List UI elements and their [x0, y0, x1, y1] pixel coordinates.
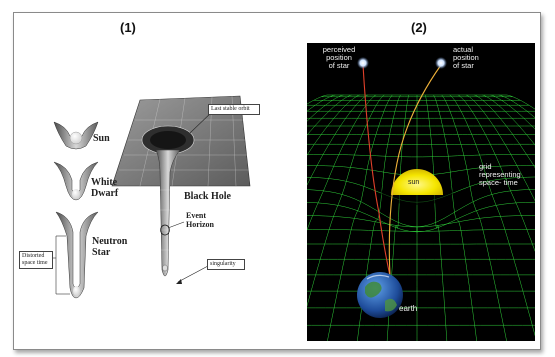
perceived-label-line3: of star: [328, 61, 350, 70]
neutron-star-label-line1: Neutron: [92, 236, 128, 247]
distorted-label-line2: space time: [22, 260, 48, 266]
perceived-label-line2: position: [326, 53, 352, 62]
event-horizon-label-line1: Event: [186, 211, 206, 220]
earth-label: earth: [399, 304, 418, 313]
panel-1-label: (1): [120, 20, 136, 35]
sun-well: [53, 121, 99, 150]
spacetime-grid-illustration: [307, 57, 535, 341]
panel-2-label: (2): [411, 20, 427, 35]
singularity-box: singularity: [207, 259, 245, 270]
perceived-light-path: [362, 64, 391, 277]
actual-label-line3: of star: [453, 61, 474, 70]
white-dwarf-label-line2: Dwarf: [91, 188, 119, 199]
distorted-label-line1: Distorted: [22, 253, 45, 259]
singularity-label: singularity: [210, 261, 236, 267]
last-stable-orbit-label: Last stable orbit: [211, 106, 250, 112]
white-dwarf-well: [53, 161, 99, 201]
distorted-space-time-box: Distorted space time: [19, 251, 53, 269]
gravitational-lensing-panel: perceived position of star actual positi…: [307, 43, 535, 341]
actual-label-line2: position: [453, 53, 479, 62]
perceived-star: [357, 57, 369, 69]
event-horizon-label-line2: Horizon: [186, 220, 214, 229]
sun-sphere: [391, 169, 443, 195]
neutron-star-label-line2: Star: [92, 247, 111, 258]
grid-label-line1: grid representing: [479, 162, 521, 179]
grid-label-line2: space- time: [479, 178, 518, 187]
actual-star: [435, 57, 447, 69]
sun-label: Sun: [93, 133, 110, 144]
spacetime-grid: [307, 94, 535, 341]
white-dwarf-label-line1: White: [91, 177, 118, 188]
earth-globe: [357, 272, 403, 318]
grid-label: grid representing space- time: [479, 163, 535, 187]
black-hole-sheet: [111, 95, 251, 277]
last-stable-orbit-box: Last stable orbit: [208, 104, 260, 115]
black-hole-label: Black Hole: [184, 191, 231, 202]
neutron-star-well: [55, 211, 99, 299]
actual-position-label: actual position of star: [453, 46, 479, 70]
actual-label-line1: actual: [453, 45, 474, 54]
actual-light-path: [388, 64, 442, 277]
perceived-position-label: perceived position of star: [319, 46, 359, 70]
perceived-label-line1: perceived: [322, 45, 356, 54]
sun-label-p2: sun: [408, 179, 420, 186]
